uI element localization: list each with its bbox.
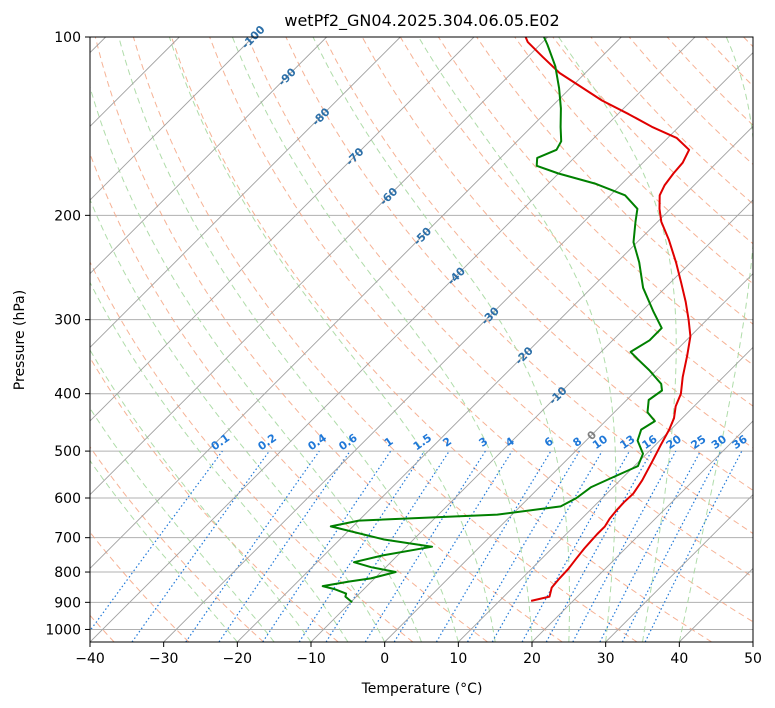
mixing-ratio-lines: [90, 450, 743, 642]
dry-adiabat-line: [476, 37, 753, 325]
y-tick-label: 300: [54, 313, 81, 329]
y-axis-label: Pressure (hPa): [12, 290, 28, 390]
isotherm-line: [90, 37, 327, 275]
dewpoint-profile-line: [321, 37, 663, 604]
moist-adiabats: [90, 37, 753, 642]
x-tick-label: 10: [449, 651, 467, 667]
isotherm-line: [90, 37, 622, 569]
isotherm-line: [605, 494, 753, 642]
dry-adiabat-line: [171, 37, 712, 642]
x-tick-label: −30: [149, 651, 179, 667]
y-tick-label: 500: [54, 444, 81, 460]
isobar-grid: [90, 37, 753, 630]
isotherm-line: [90, 37, 401, 348]
dry-adiabat-line: [90, 446, 264, 642]
dry-adiabat-line: [323, 37, 753, 491]
chart-title: wetPf2_GN04.2025.304.06.05.E02: [284, 11, 559, 31]
x-tick-label: −40: [75, 651, 105, 667]
dry-adiabat-line: [132, 37, 638, 642]
dry-adiabat-line: [247, 37, 753, 578]
mixing-ratio-line: [393, 450, 513, 642]
moist-adiabat-line: [90, 407, 275, 642]
dry-adiabats: [90, 37, 753, 642]
x-axis-label: Temperature (°C): [361, 681, 483, 697]
x-tick-label: 50: [744, 651, 762, 667]
y-tick-label: 200: [54, 208, 81, 224]
isotherm-line: [237, 125, 753, 642]
moist-adiabat-line: [418, 37, 617, 642]
isotherm-line: [531, 420, 753, 642]
plot-frame: [89, 36, 754, 643]
x-tick-label: −20: [223, 651, 253, 667]
mixing-ratio-line: [572, 450, 677, 642]
sounding-series: [321, 37, 692, 604]
mixing-ratio-line: [131, 450, 270, 642]
mixing-ratio-line: [298, 450, 425, 642]
moist-adiabat-line: [90, 459, 238, 642]
y-tick-label: 600: [54, 491, 81, 507]
isotherm-line: [90, 37, 696, 642]
isotherm-line: [90, 37, 475, 422]
dry-adiabat-line: [94, 37, 563, 642]
x-tick-label: 30: [597, 651, 615, 667]
isotherm-line: [90, 37, 254, 201]
isotherm-line: [384, 273, 753, 642]
y-tick-label: 1000: [45, 622, 81, 638]
mixing-ratio-line: [545, 450, 653, 642]
isotherm-line: [310, 199, 753, 642]
mixing-ratio-line: [218, 450, 351, 642]
x-tick-label: 20: [523, 651, 541, 667]
moist-adiabat-line: [678, 37, 753, 642]
temperature-profile-line: [524, 37, 692, 602]
isotherm-grid: [90, 37, 753, 642]
y-tick-label: 100: [54, 30, 81, 46]
x-axis: −40 −30 −20 −10 0 10 20 30 40 50: [75, 642, 762, 667]
moist-adiabat-line: [90, 281, 349, 642]
y-tick-label: 400: [54, 387, 81, 403]
moist-adiabat-line: [168, 37, 496, 642]
mixing-ratio-line: [521, 450, 631, 642]
mixing-ratio-line: [325, 450, 450, 642]
moist-adiabat-line: [231, 37, 533, 642]
mixing-ratio-line: [644, 450, 743, 642]
x-tick-label: 40: [670, 651, 688, 667]
isotherm-line: [90, 37, 548, 496]
isotherm-line: [458, 346, 753, 642]
dry-adiabat-line: [209, 37, 753, 623]
mixing-ratio-line: [185, 450, 320, 642]
dry-adiabat-line: [285, 37, 753, 535]
y-axis: 100 200 300 400 500 600 700 800 900 1000: [45, 30, 90, 638]
y-tick-label: 700: [54, 531, 81, 547]
moist-adiabat-line: [90, 198, 386, 642]
dry-adiabat-line: [514, 37, 753, 285]
x-tick-label: −10: [296, 651, 326, 667]
isotherm-line: [163, 52, 753, 642]
y-tick-label: 800: [54, 565, 81, 581]
mixing-ratio-line: [262, 450, 392, 642]
dry-adiabat-line: [90, 356, 339, 642]
moist-adiabat-line: [90, 85, 422, 642]
dry-adiabat-line: [90, 260, 414, 642]
y-tick-label: 900: [54, 595, 81, 611]
mixing-ratio-line: [90, 450, 223, 632]
moist-adiabat-line: [558, 37, 677, 642]
x-tick-label: 0: [380, 651, 389, 667]
